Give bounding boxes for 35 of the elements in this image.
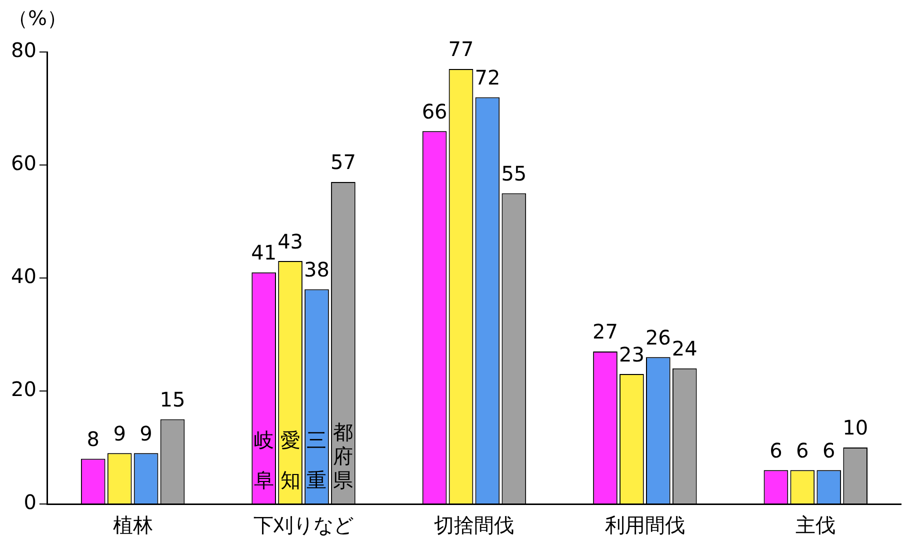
y-tick-label: 0	[24, 490, 36, 514]
y-tick-label: 60	[10, 151, 36, 176]
y-tick-label: 80	[10, 38, 36, 62]
x-tick-label: 切捨間伐	[434, 513, 514, 538]
data-label: 72	[474, 65, 500, 90]
data-label: 55	[501, 161, 527, 186]
data-label: 9	[113, 421, 126, 446]
data-label: 26	[645, 325, 671, 350]
series-label: 愛知	[280, 428, 300, 492]
data-label: 15	[160, 387, 186, 412]
y-axis-title: （%）	[8, 6, 68, 30]
data-label: 6	[796, 438, 809, 462]
x-tick-label: 植林	[112, 513, 153, 538]
data-label: 10	[842, 416, 868, 440]
data-label: 77	[448, 37, 474, 62]
data-label: 23	[618, 342, 644, 366]
data-label: 43	[278, 229, 304, 254]
y-tick-label: 40	[10, 264, 36, 288]
x-tick-label: 利用間伐	[604, 513, 685, 538]
data-label: 38	[304, 258, 330, 282]
x-tick-label: 下刈りなど	[254, 513, 354, 538]
data-label: 6	[822, 438, 836, 462]
data-label: 66	[422, 99, 448, 124]
series-label: 三重	[306, 428, 327, 492]
series-label: 岐阜	[254, 428, 274, 492]
data-label: 27	[592, 320, 618, 344]
y-tick-label: 20	[10, 377, 36, 402]
data-label: 24	[672, 336, 698, 361]
data-label: 57	[330, 150, 356, 174]
data-label: 41	[251, 240, 277, 265]
data-label: 8	[86, 427, 100, 452]
x-tick-label: 主伐	[796, 513, 836, 538]
data-label: 9	[140, 421, 152, 446]
data-label: 6	[770, 438, 782, 462]
series-label: 都府県	[333, 420, 354, 492]
